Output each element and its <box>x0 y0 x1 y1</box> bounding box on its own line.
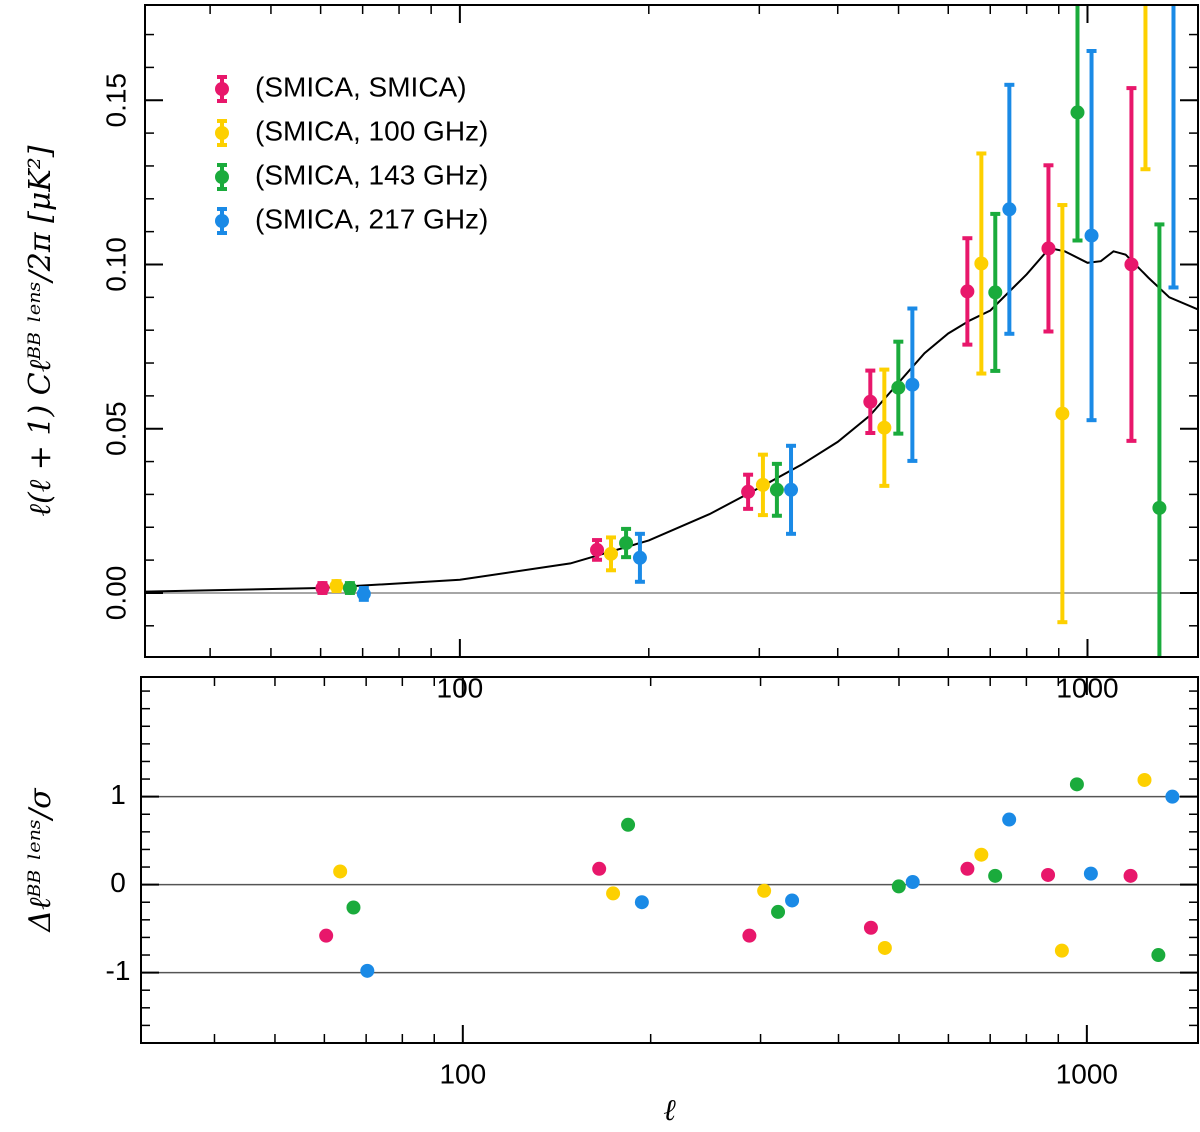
y-axis-label: Δℓᴮᴮ ˡᵉⁿˢ/σ <box>23 787 58 933</box>
data-point <box>905 874 920 889</box>
data-point <box>632 550 647 565</box>
legend-marker <box>215 126 229 140</box>
plot-frame <box>144 4 1199 658</box>
data-point <box>329 579 344 594</box>
data-point <box>1165 789 1180 804</box>
data-point <box>333 864 348 879</box>
x-tick-label: 100 <box>439 1058 486 1089</box>
legend-label: (SMICA, SMICA) <box>255 71 467 102</box>
data-point <box>606 886 621 901</box>
data-point <box>1041 241 1056 256</box>
data-point <box>757 883 772 898</box>
error-bar <box>1140 5 1151 172</box>
data-point <box>346 900 361 915</box>
data-point <box>1137 772 1152 787</box>
error-bar <box>1072 5 1083 243</box>
error-bar <box>1168 5 1179 290</box>
data-point <box>1002 202 1017 217</box>
y-tick-label: -1 <box>106 955 131 986</box>
data-point <box>590 542 605 557</box>
data-point <box>592 861 607 876</box>
y-tick-label: 0.10 <box>100 237 131 292</box>
data-point <box>1069 777 1084 792</box>
data-point <box>974 256 989 271</box>
legend-label: (SMICA, 143 GHz) <box>255 159 488 190</box>
data-point <box>603 546 618 561</box>
data-point <box>988 868 1003 883</box>
legend-label: (SMICA, 100 GHz) <box>255 115 488 146</box>
data-point <box>1070 105 1085 120</box>
legend-label: (SMICA, 217 GHz) <box>255 203 488 234</box>
y-axis-label: ℓ(ℓ + 1) Cℓᴮᴮ ˡᵉⁿˢ/2π [μK²] <box>23 145 58 516</box>
data-point <box>1055 406 1070 421</box>
data-point <box>356 586 371 601</box>
y-tick-label: 0.15 <box>100 73 131 128</box>
theory-curve <box>145 247 1198 593</box>
data-point <box>621 817 636 832</box>
x-axis-label: ℓ <box>663 1093 676 1128</box>
data-point <box>1152 500 1167 515</box>
data-point <box>634 895 649 910</box>
y-tick-label: 0 <box>110 867 126 898</box>
data-point <box>360 963 375 978</box>
data-point <box>1041 867 1056 882</box>
plot-frame <box>140 676 1199 1044</box>
data-point <box>741 484 756 499</box>
data-point <box>784 482 799 497</box>
legend-marker <box>215 82 229 96</box>
data-point <box>891 380 906 395</box>
data-point <box>742 928 757 943</box>
data-point <box>905 377 920 392</box>
data-point <box>1084 228 1099 243</box>
data-point <box>1002 812 1017 827</box>
y-tick-label: 0.05 <box>100 401 131 456</box>
data-point <box>1151 948 1166 963</box>
data-point <box>877 940 892 955</box>
data-point <box>863 394 878 409</box>
data-point <box>785 893 800 908</box>
data-point <box>1054 943 1069 958</box>
legend-marker <box>215 214 229 228</box>
data-point <box>891 879 906 894</box>
data-point <box>769 482 784 497</box>
x-tick-label: 1000 <box>1056 1058 1118 1089</box>
data-point <box>771 904 786 919</box>
data-point <box>315 581 330 596</box>
data-point <box>877 420 892 435</box>
y-tick-label: 1 <box>110 779 126 810</box>
data-point <box>755 477 770 492</box>
data-point <box>960 284 975 299</box>
data-point <box>960 861 975 876</box>
data-point <box>988 285 1003 300</box>
data-point <box>319 928 334 943</box>
data-point <box>619 536 634 551</box>
data-point <box>1123 868 1138 883</box>
y-tick-label: 0.00 <box>100 566 131 621</box>
legend-marker <box>215 170 229 184</box>
data-point <box>863 920 878 935</box>
data-point <box>342 581 357 596</box>
data-point <box>1124 257 1139 272</box>
plot-area <box>319 772 1180 978</box>
plot-area <box>145 5 1198 657</box>
data-point <box>974 847 989 862</box>
data-point <box>1083 866 1098 881</box>
